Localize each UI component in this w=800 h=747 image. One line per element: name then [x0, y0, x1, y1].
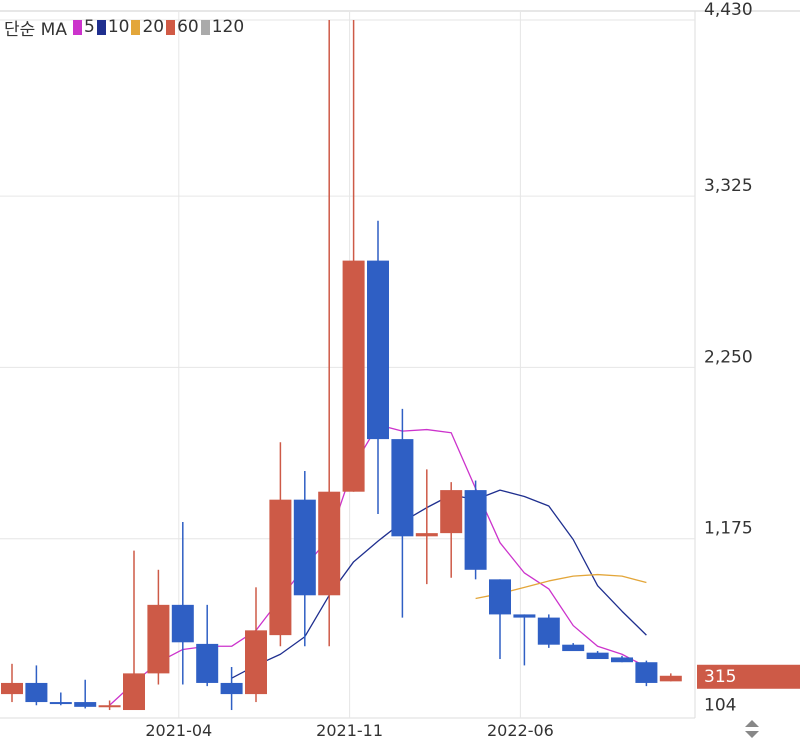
- candle: [123, 550, 145, 711]
- x-tick-label: 2022-06: [487, 721, 554, 740]
- candle-body: [293, 499, 316, 596]
- current-price-label: 315: [704, 667, 736, 687]
- candle: [513, 614, 536, 666]
- candle: [318, 19, 341, 647]
- candle: [415, 469, 438, 585]
- legend-prefix: 단순 MA: [4, 19, 67, 40]
- candle-body: [74, 702, 97, 707]
- candle-body: [415, 533, 438, 537]
- x-tick-label: 2021-11: [316, 721, 383, 740]
- candle-body: [1, 682, 23, 695]
- candle-body: [123, 673, 145, 711]
- candle: [464, 480, 487, 580]
- candle-body: [98, 705, 121, 708]
- candle-body: [659, 675, 682, 682]
- candle: [74, 679, 97, 709]
- grid-layer: [0, 10, 800, 719]
- candle-body: [562, 644, 585, 652]
- candle-body: [586, 652, 609, 660]
- legend-items: 5 10 20 60 120: [72, 17, 246, 37]
- y-tick-label: 104: [704, 695, 736, 715]
- candle-body: [269, 499, 292, 636]
- candle-body: [318, 491, 341, 596]
- candle-body: [440, 490, 463, 534]
- y-tick-label: 1,175: [704, 519, 753, 539]
- candle-body: [147, 604, 170, 674]
- candle: [25, 665, 48, 706]
- legend-swatch: [131, 19, 141, 35]
- candle-body: [537, 617, 560, 645]
- candle: [391, 408, 414, 618]
- legend-swatch: [72, 19, 82, 35]
- candle: [611, 655, 633, 663]
- y-tick-label: 2,250: [704, 347, 753, 367]
- candle: [49, 692, 72, 706]
- candle-body: [391, 439, 414, 537]
- candle: [489, 579, 511, 660]
- candle-body: [464, 490, 487, 570]
- candle: [562, 643, 585, 652]
- candle-body: [171, 604, 194, 643]
- legend-swatch: [166, 19, 176, 35]
- candle: [537, 614, 560, 648]
- candle: [440, 482, 463, 578]
- candle: [220, 667, 243, 711]
- candle: [635, 660, 658, 687]
- candle-body: [367, 260, 389, 440]
- legend-label: 10: [107, 17, 130, 37]
- legend-swatch: [200, 19, 210, 35]
- legend-item: 20: [131, 17, 164, 37]
- current-price-tag: [697, 664, 800, 689]
- candle: [147, 569, 170, 685]
- candle-body: [245, 630, 267, 695]
- candle: [586, 651, 609, 660]
- candle: [342, 19, 365, 492]
- candle-body: [635, 662, 658, 683]
- candle: [659, 673, 682, 682]
- candle: [196, 604, 219, 687]
- candle-body: [489, 579, 511, 615]
- x-tick-label: 2021-04: [145, 721, 212, 740]
- candle: [367, 220, 389, 515]
- legend-item: 120: [200, 17, 245, 37]
- candle: [98, 700, 121, 711]
- legend-label: 120: [211, 17, 245, 37]
- candle: [171, 521, 194, 685]
- candle-body: [220, 682, 243, 695]
- legend-label: 20: [142, 17, 165, 37]
- legend-label: 5: [83, 17, 95, 37]
- scroll-arrows-icon[interactable]: [740, 717, 764, 741]
- candle-body: [513, 614, 536, 618]
- candle: [293, 470, 316, 647]
- legend-item: 60: [166, 17, 199, 37]
- candle-body: [49, 702, 72, 705]
- y-tick-label: 3,325: [704, 176, 753, 196]
- candle-layer: [1, 19, 682, 711]
- legend-swatch: [96, 19, 106, 35]
- candle-body: [611, 657, 633, 663]
- candle-body: [25, 682, 48, 703]
- legend-item: 10: [96, 17, 130, 37]
- candle-body: [196, 643, 219, 683]
- legend-label: 60: [177, 17, 199, 37]
- candle: [1, 663, 23, 703]
- candle: [245, 587, 267, 703]
- candle: [269, 442, 292, 647]
- ma-legend: 단순 MA 5 10 20 60 120: [4, 16, 246, 40]
- y-tick-label: 4,430: [704, 0, 753, 20]
- ma-line-1: [231, 489, 647, 679]
- legend-item: 5: [72, 17, 95, 37]
- candle-body: [342, 260, 365, 492]
